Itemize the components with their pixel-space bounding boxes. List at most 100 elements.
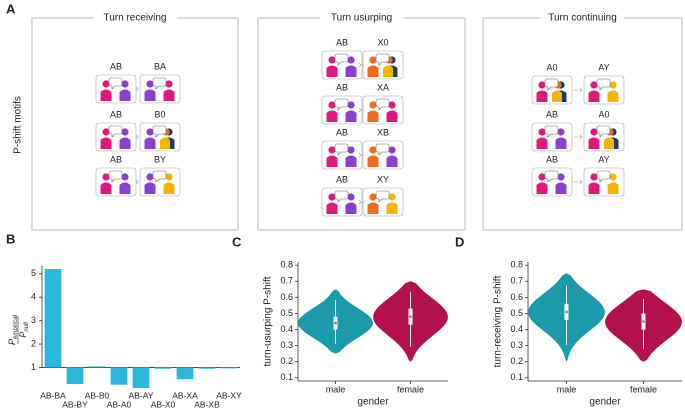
person-body	[607, 90, 619, 102]
person-head	[102, 80, 110, 88]
y-tick-label: 0.2	[510, 356, 523, 366]
person-body	[160, 137, 170, 149]
person-head	[369, 146, 377, 154]
label-part: P	[7, 339, 17, 345]
person-body	[163, 89, 175, 101]
motif-arrow	[358, 62, 364, 68]
motif-label: AB	[546, 109, 558, 119]
person-head	[538, 128, 546, 136]
speech-bubble	[544, 125, 559, 138]
person-head	[609, 81, 617, 89]
person-head	[165, 80, 173, 88]
y-tick-label: 5	[31, 268, 36, 278]
person-head	[557, 173, 565, 181]
motif-icon	[139, 74, 181, 104]
x-tick-label: AB-X0	[151, 399, 176, 408]
y-tick-label: 0.3	[280, 340, 293, 350]
y-axis-label: turn-usurping P-shift	[263, 276, 274, 366]
x-tick-label: AB-XY	[216, 390, 242, 400]
panel-label: D	[455, 234, 464, 249]
person-body	[383, 65, 393, 77]
y-tick-label: 0.1	[280, 372, 293, 382]
motif-icon	[321, 187, 363, 217]
label-sub: null	[24, 322, 30, 332]
motif-icon	[583, 122, 625, 152]
motif-arrow	[358, 107, 364, 113]
person-body	[367, 110, 379, 122]
y-tick-label: 0.7	[510, 276, 523, 286]
x-axis-label: gender	[357, 397, 389, 408]
person-body	[536, 137, 548, 149]
motif-label: AY	[598, 154, 609, 164]
speech-bubble	[375, 143, 390, 156]
box-title: Turn receiving	[104, 13, 167, 24]
person-body	[100, 182, 112, 194]
person-body	[100, 137, 112, 149]
person-body	[367, 65, 379, 77]
x-tick-label: AB-A0	[107, 399, 132, 408]
person-body	[144, 182, 156, 194]
person-head	[388, 146, 396, 154]
y-tick-label: 0.5	[280, 308, 293, 318]
motif-icon	[362, 187, 404, 217]
y-tick-label: 1	[31, 362, 36, 372]
x-tick-label: AB-BY	[62, 399, 88, 408]
median	[565, 310, 568, 314]
y-tick-label: 0.1	[510, 372, 523, 382]
person-head	[328, 101, 336, 109]
motif-label: AB	[110, 154, 122, 164]
person-head	[538, 173, 546, 181]
person-head	[328, 56, 336, 64]
bar	[176, 367, 194, 380]
person-body	[386, 155, 398, 167]
motif-label: X0	[377, 37, 388, 47]
person-head	[538, 81, 546, 89]
person-head	[609, 173, 617, 181]
x-tick-label: male	[557, 384, 577, 394]
median	[409, 315, 412, 319]
speech-bubble	[375, 98, 390, 111]
person-body	[386, 110, 398, 122]
y-tick-label: 4	[31, 292, 36, 302]
median	[334, 321, 337, 325]
panel-label: B	[6, 231, 15, 246]
y-tick-label: 0.8	[280, 260, 293, 270]
x-tick-label: female	[397, 384, 424, 394]
person-head	[121, 128, 129, 136]
motif-label: XB	[377, 127, 389, 137]
speech-bubble	[334, 143, 349, 156]
person-body	[345, 110, 357, 122]
bar	[66, 367, 84, 384]
motif-label: BA	[154, 61, 166, 71]
person-body	[144, 137, 156, 149]
person-body	[555, 182, 567, 194]
bar	[110, 367, 128, 385]
person-body	[326, 155, 338, 167]
motif-icon	[531, 122, 573, 152]
person-body	[100, 89, 112, 101]
motif-label: XA	[377, 82, 389, 92]
motif-icon	[362, 50, 404, 80]
speech-bubble	[544, 170, 559, 183]
box-title: Turn continuing	[548, 13, 617, 24]
motif-icon	[321, 140, 363, 170]
y-axis-label: Pempirical Pnull	[7, 314, 29, 345]
motif-icon	[362, 140, 404, 170]
person-body	[367, 202, 379, 214]
box-title: Turn usurping	[331, 13, 392, 24]
y-tick-label: 0.4	[280, 324, 293, 334]
person-body	[604, 137, 614, 149]
motif-arrow	[135, 179, 139, 185]
person-head	[557, 128, 565, 136]
motif-label: AB	[110, 61, 122, 71]
speech-bubble	[108, 77, 123, 90]
motif-arrow	[358, 199, 364, 205]
motif-icon	[531, 75, 573, 105]
person-head	[328, 193, 336, 201]
motif-label: AB	[336, 174, 348, 184]
person-head	[369, 101, 377, 109]
person-head	[146, 173, 154, 181]
speech-bubble	[596, 170, 611, 183]
y-tick-label: 0.4	[510, 324, 523, 334]
bar	[88, 366, 106, 368]
